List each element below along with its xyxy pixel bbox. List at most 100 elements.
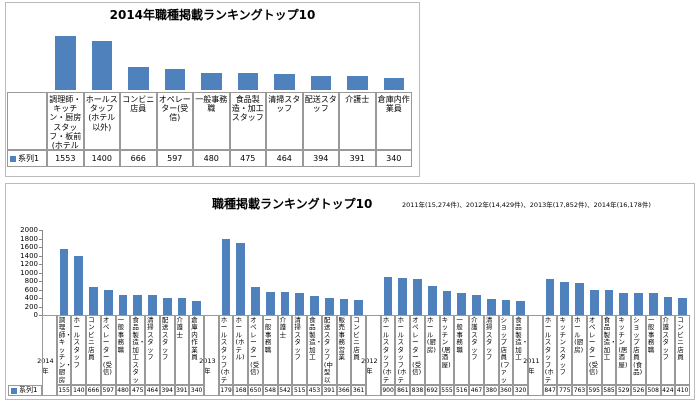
value-label: 391	[174, 385, 190, 396]
value-label: 366	[336, 385, 352, 396]
legend-label: 系列1	[19, 386, 38, 394]
y-tick	[39, 255, 42, 257]
y-tick-label: 0	[33, 311, 38, 319]
category-label: コンビニ店員	[86, 315, 101, 385]
bar	[91, 41, 112, 90]
value-label: 464	[145, 385, 160, 396]
category-label: ホールスタッフ(ホテル以外)	[83, 92, 120, 150]
bar	[486, 298, 496, 315]
bar	[619, 292, 629, 315]
value-label: 508	[645, 385, 661, 396]
category-label: キッチン(居酒屋)	[439, 315, 455, 385]
category-label: キッチンスタッフ	[557, 315, 573, 385]
category-label: 調理師・キッチン・厨房スタッフ	[56, 315, 72, 385]
cell	[204, 315, 219, 396]
y-tick-label: 1000	[20, 268, 38, 277]
value-label: 391	[339, 150, 376, 167]
value-label: 775	[557, 385, 573, 396]
bar	[648, 293, 658, 315]
value-label: 529	[616, 385, 632, 396]
value-label: 1400	[71, 385, 87, 396]
y-tick	[39, 272, 42, 274]
bar	[295, 293, 305, 315]
cell	[8, 385, 42, 396]
bar	[324, 298, 334, 315]
bar	[103, 289, 113, 315]
category-label: 配送スタッフ	[159, 315, 175, 385]
bar	[383, 276, 393, 315]
bar	[398, 278, 408, 315]
value-label: 410	[675, 385, 690, 396]
category-label: ホールスタッフ(ホテル)	[380, 315, 396, 385]
value-label: 763	[572, 385, 587, 396]
bar	[339, 299, 349, 315]
value-label: 1553	[47, 150, 84, 167]
category-label: 食品製造・加工スタッフ	[229, 92, 266, 150]
category-label: ホールスタッフ	[71, 315, 87, 385]
value-label: 391	[321, 385, 337, 396]
value-label: 555	[439, 385, 455, 396]
category-label: ホール(ホテル)	[233, 315, 249, 385]
chart-title: 2014年職種掲載ランキングトップ10	[109, 8, 316, 22]
value-label: 692	[424, 385, 440, 396]
category-label: 一般事務職	[454, 315, 470, 385]
bar	[280, 291, 290, 315]
category-label: コンビニ店員	[120, 92, 157, 150]
category-label: 倉庫内作業員	[189, 315, 204, 385]
bar	[162, 298, 172, 315]
bar	[201, 73, 222, 90]
category-label: オペレーター(受信)	[156, 92, 193, 150]
value-label: 380	[483, 385, 499, 396]
bar	[236, 243, 246, 315]
category-label: ショップ店員(ファッション)	[498, 315, 514, 385]
category-label: 配送スタッフ(中型以下)	[321, 315, 337, 385]
category-label: ホールスタッフ(ホテル以外)	[395, 315, 411, 385]
bar	[678, 297, 687, 315]
value-label: 467	[469, 385, 484, 396]
y-tick-label: 1600	[20, 243, 38, 251]
y-tick	[39, 264, 42, 265]
value-label: 394	[302, 150, 339, 167]
value-label: 515	[292, 385, 308, 396]
category-label: 介護スタッフ	[660, 315, 676, 385]
category-label: 一般事務職	[645, 315, 661, 385]
legend-swatch	[11, 387, 17, 394]
group-label: 2011年	[523, 357, 540, 375]
y-tick	[39, 315, 42, 316]
bar	[347, 76, 368, 90]
bar	[516, 301, 525, 315]
value-label: 475	[130, 385, 146, 396]
category-label: 倉庫内作業員	[375, 92, 412, 150]
bar	[74, 255, 84, 315]
value-label: 360	[498, 385, 514, 396]
category-label: ホール(厨房)	[572, 315, 587, 385]
category-label: 一般事務職	[115, 315, 131, 385]
value-label: 453	[307, 385, 322, 396]
value-label: 361	[351, 385, 366, 396]
value-label: 548	[262, 385, 278, 396]
category-label: 介護スタッフ	[469, 315, 484, 385]
category-label: 食品製造・加工	[513, 315, 528, 385]
bar	[427, 285, 437, 315]
value-label: 480	[115, 385, 131, 396]
bar	[164, 69, 185, 90]
value-label: 320	[513, 385, 528, 396]
bar	[604, 290, 614, 315]
bar	[501, 299, 511, 315]
bar	[663, 296, 673, 315]
value-label: 340	[189, 385, 204, 396]
bar	[545, 279, 555, 315]
bar	[310, 295, 319, 315]
category-label: 清掃スタッフ	[292, 315, 308, 385]
category-label: 介護士	[174, 315, 190, 385]
value-label: 526	[631, 385, 646, 396]
bar	[55, 35, 76, 90]
bar	[133, 294, 143, 315]
category-label: 清掃スタッフ	[266, 92, 303, 150]
y-tick	[39, 281, 42, 282]
bar	[472, 295, 481, 315]
legend-swatch	[10, 155, 16, 162]
y-tick-label: 2000	[20, 226, 38, 234]
category-label: オペレーター(受信)	[100, 315, 116, 385]
bar	[383, 78, 404, 90]
